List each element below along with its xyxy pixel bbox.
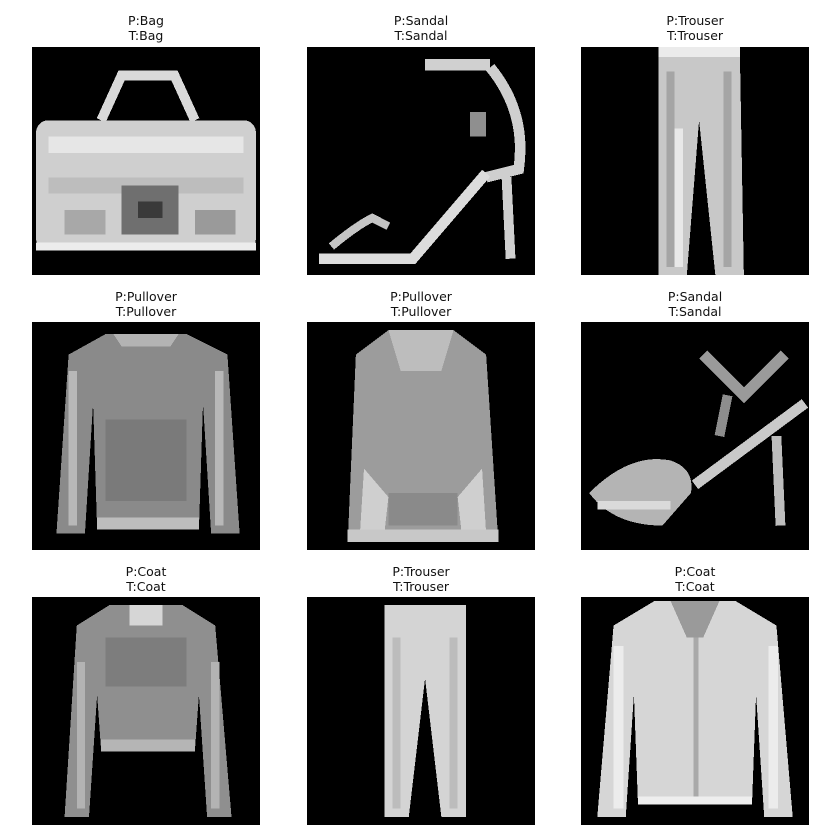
trouser-light-image bbox=[307, 597, 535, 825]
coat-light-image bbox=[581, 597, 809, 825]
panel-3-image bbox=[581, 47, 809, 275]
panel-1-true-label: T:Bag bbox=[128, 28, 164, 43]
panel-1-image bbox=[32, 47, 260, 275]
pullover-image bbox=[32, 322, 260, 550]
panel-4-pred-label: P:Pullover bbox=[115, 289, 177, 304]
sandal-image bbox=[307, 47, 535, 275]
trouser-image bbox=[581, 47, 809, 275]
panel-7-true-label: T:Coat bbox=[126, 579, 166, 594]
strappy-sandal-image bbox=[581, 322, 809, 550]
panel-6-pred-label: P:Sandal bbox=[667, 289, 723, 304]
panel-4-true-label: T:Pullover bbox=[115, 304, 177, 319]
panel-8-true-label: T:Trouser bbox=[392, 579, 450, 594]
panel-9-pred-label: P:Coat bbox=[674, 564, 716, 579]
panel-2-pred-label: P:Sandal bbox=[393, 13, 449, 28]
panel-2-true-label: T:Sandal bbox=[394, 28, 448, 43]
panel-5-image bbox=[307, 322, 535, 550]
panel-7-image bbox=[32, 597, 260, 825]
panel-3-true-label: T:Trouser bbox=[666, 28, 724, 43]
panel-6-true-label: T:Sandal bbox=[668, 304, 722, 319]
hoodie-image bbox=[307, 322, 535, 550]
panel-3-pred-label: P:Trouser bbox=[666, 13, 724, 28]
panel-5-true-label: T:Pullover bbox=[390, 304, 452, 319]
panel-1-pred-label: P:Bag bbox=[128, 13, 164, 28]
panel-8-image bbox=[307, 597, 535, 825]
panel-9-true-label: T:Coat bbox=[675, 579, 715, 594]
panel-2-image bbox=[307, 47, 535, 275]
panel-7-pred-label: P:Coat bbox=[125, 564, 167, 579]
panel-5-pred-label: P:Pullover bbox=[390, 289, 452, 304]
panel-8-pred-label: P:Trouser bbox=[392, 564, 450, 579]
bag-image bbox=[32, 47, 260, 275]
panel-6-image bbox=[581, 322, 809, 550]
panel-4-image bbox=[32, 322, 260, 550]
panel-9-image bbox=[581, 597, 809, 825]
coat-image bbox=[32, 597, 260, 825]
